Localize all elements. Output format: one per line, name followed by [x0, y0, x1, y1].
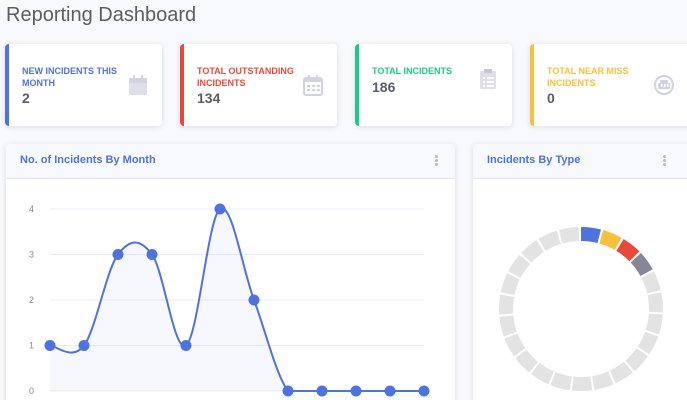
stat-card-value: 134: [197, 90, 221, 106]
incidents-by-month-chart: 0 1 2 3 4: [29, 203, 430, 397]
donut-slice: [581, 227, 601, 244]
incidents-by-month-panel: No. of Incidents By Month 0 1 2 3 4: [6, 144, 455, 400]
calendar-icon: [129, 75, 147, 95]
y-tick-label: 3: [29, 250, 34, 260]
data-point: [248, 294, 260, 306]
data-point: [180, 340, 192, 351]
stat-card-new-incidents[interactable]: NEW INCIDENTS THIS MONTH 2: [5, 44, 162, 126]
y-tick-label: 1: [29, 341, 34, 351]
incidents-by-type-chart: [499, 227, 663, 391]
stat-card-value: 0: [547, 90, 555, 106]
page-title: Reporting Dashboard: [6, 4, 197, 26]
donut-slice-empty: [515, 349, 539, 373]
donut-slice-empty: [625, 348, 648, 372]
stat-card-label: TOTAL INCIDENTS: [372, 66, 453, 76]
donut-slice-empty: [508, 254, 531, 278]
donut-slice-empty: [592, 371, 614, 390]
donut-slice-empty: [558, 227, 580, 244]
donut-slice-empty: [641, 271, 661, 294]
data-point: [418, 385, 430, 397]
data-point: [282, 385, 294, 397]
donut-slice-empty: [550, 372, 572, 391]
data-point: [350, 385, 362, 397]
data-point: [112, 249, 124, 260]
stat-card-label: NEW INCIDENTS THIS MONTH: [22, 66, 118, 88]
calendar-grid-icon: [303, 75, 323, 96]
panel-title: No. of Incidents By Month: [20, 154, 156, 166]
series-area: [50, 208, 424, 391]
panel-header: No. of Incidents By Month: [6, 144, 455, 179]
donut-slice-empty: [504, 333, 526, 357]
stat-card-outstanding-incidents[interactable]: TOTAL OUTSTANDING INCIDENTS 134: [180, 44, 337, 126]
panel-header: Incidents By Type: [473, 144, 687, 179]
data-point: [316, 385, 328, 397]
stat-card-total-incidents[interactable]: TOTAL INCIDENTS 186: [355, 44, 512, 126]
donut-slice: [630, 253, 653, 277]
donut-slice-empty: [531, 362, 554, 385]
stat-card-value: 2: [22, 90, 30, 106]
donut-slice-empty: [647, 292, 663, 313]
donut-slice-empty: [637, 331, 659, 355]
donut-slice: [599, 230, 622, 250]
donut-slice-empty: [645, 313, 663, 335]
donut-slice-empty: [521, 240, 545, 263]
y-tick-label: 4: [29, 204, 34, 214]
donut-slice-empty: [500, 273, 520, 296]
donut-slice-empty: [609, 361, 633, 384]
incidents-by-type-panel: Incidents By Type: [473, 144, 687, 400]
data-point: [214, 203, 226, 215]
data-point: [384, 385, 396, 397]
data-point: [146, 249, 158, 260]
y-tick-label: 0: [29, 386, 34, 396]
donut-slice-empty: [499, 294, 515, 315]
stat-card-value: 186: [372, 79, 396, 95]
donut-slice-empty: [538, 230, 561, 251]
data-point: [78, 340, 90, 351]
ambulance-icon: [654, 75, 674, 95]
stat-card-label: TOTAL NEAR MISS INCIDENTS: [547, 66, 629, 88]
donut-slice-empty: [572, 376, 593, 391]
stat-card-label: TOTAL OUTSTANDING INCIDENTS: [197, 66, 294, 88]
panel-title: Incidents By Type: [487, 154, 581, 166]
data-point: [44, 340, 56, 351]
donut-slice: [616, 238, 640, 262]
ellipsis-vertical-icon[interactable]: [435, 155, 439, 167]
y-tick-label: 2: [29, 295, 34, 305]
stat-card-near-miss-incidents[interactable]: TOTAL NEAR MISS INCIDENTS 0: [530, 44, 687, 126]
ellipsis-vertical-icon[interactable]: [663, 155, 667, 167]
donut-slice-empty: [499, 315, 517, 337]
clipboard-list-icon: [480, 69, 496, 89]
